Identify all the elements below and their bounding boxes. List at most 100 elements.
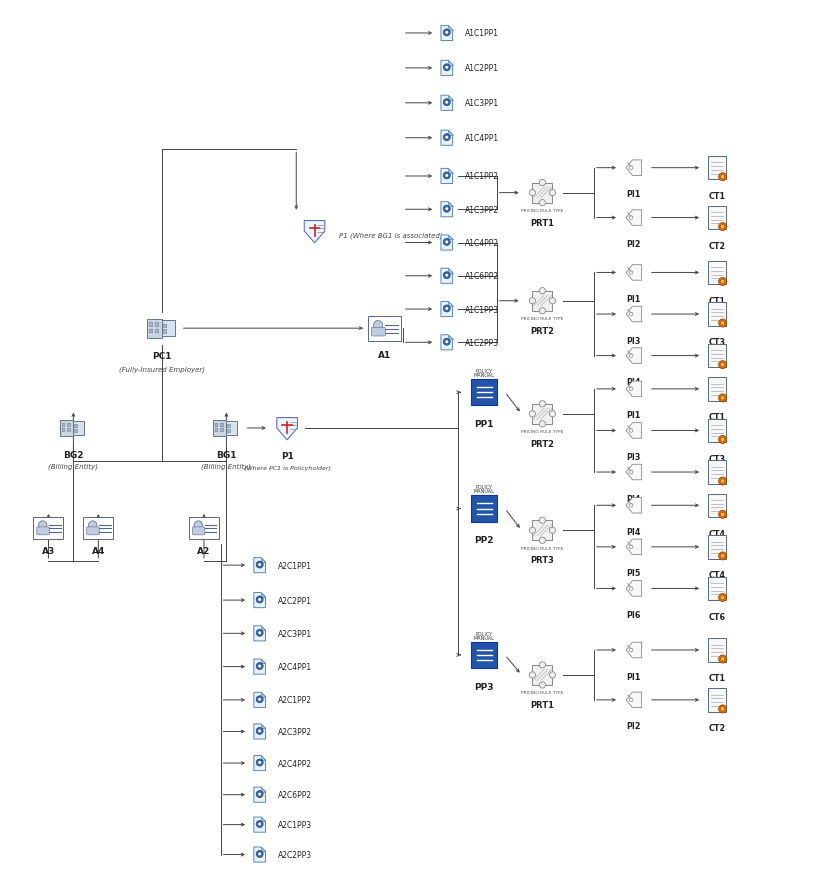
Circle shape — [539, 200, 546, 206]
Text: (Billing Entity): (Billing Entity) — [201, 463, 251, 470]
Text: PI4: PI4 — [626, 494, 641, 503]
Bar — [163, 330, 166, 333]
Polygon shape — [441, 269, 453, 284]
Circle shape — [539, 401, 546, 408]
Circle shape — [719, 656, 726, 664]
Bar — [215, 424, 217, 426]
Circle shape — [258, 598, 261, 602]
Circle shape — [539, 517, 546, 524]
FancyBboxPatch shape — [708, 535, 726, 559]
Text: A3: A3 — [42, 547, 55, 556]
Bar — [215, 429, 217, 431]
Text: CT1: CT1 — [709, 413, 726, 422]
Circle shape — [443, 65, 450, 72]
Polygon shape — [448, 169, 453, 174]
Text: PP2: PP2 — [474, 536, 494, 545]
Circle shape — [38, 521, 47, 530]
Polygon shape — [448, 27, 453, 31]
Circle shape — [539, 288, 546, 294]
Polygon shape — [626, 642, 641, 658]
Circle shape — [256, 696, 263, 703]
Circle shape — [719, 278, 726, 286]
Polygon shape — [254, 756, 265, 771]
Text: A1C6PP2: A1C6PP2 — [465, 272, 499, 281]
Circle shape — [721, 554, 725, 558]
Circle shape — [719, 510, 726, 518]
Polygon shape — [448, 269, 453, 273]
Polygon shape — [626, 540, 641, 555]
Polygon shape — [254, 817, 265, 832]
Bar — [67, 424, 70, 426]
Polygon shape — [254, 558, 265, 573]
Circle shape — [719, 594, 726, 602]
Circle shape — [258, 793, 261, 796]
Circle shape — [719, 174, 726, 182]
Text: CT4: CT4 — [709, 379, 726, 388]
Text: CT1: CT1 — [709, 191, 726, 201]
Bar — [155, 329, 158, 332]
Text: PI1: PI1 — [626, 190, 641, 199]
Text: PI2: PI2 — [626, 240, 641, 249]
Polygon shape — [254, 847, 265, 862]
Circle shape — [721, 280, 725, 284]
Text: P1: P1 — [280, 452, 294, 461]
Text: A2C1PP1: A2C1PP1 — [278, 561, 312, 570]
Text: PRICING RULE TYPE: PRICING RULE TYPE — [521, 209, 563, 213]
Circle shape — [629, 698, 633, 702]
Text: A2C6PP2: A2C6PP2 — [278, 790, 312, 799]
Polygon shape — [626, 424, 641, 439]
Text: A2C1PP2: A2C1PP2 — [278, 696, 312, 704]
FancyBboxPatch shape — [708, 461, 726, 484]
Circle shape — [443, 206, 450, 213]
FancyBboxPatch shape — [161, 321, 175, 337]
Circle shape — [629, 271, 633, 275]
FancyBboxPatch shape — [708, 157, 726, 180]
Polygon shape — [441, 203, 453, 218]
Text: PRT2: PRT2 — [530, 439, 554, 448]
Polygon shape — [261, 626, 265, 631]
FancyBboxPatch shape — [87, 527, 99, 535]
Polygon shape — [254, 659, 265, 674]
Polygon shape — [441, 236, 453, 251]
Polygon shape — [261, 693, 265, 697]
Text: A2C2PP1: A2C2PP1 — [278, 596, 312, 605]
Bar — [74, 430, 77, 432]
Text: MANUAL: MANUAL — [473, 635, 495, 640]
Text: A2C1PP3: A2C1PP3 — [278, 820, 312, 829]
Circle shape — [445, 341, 448, 344]
Circle shape — [445, 32, 448, 35]
Circle shape — [256, 727, 263, 734]
Polygon shape — [626, 160, 641, 176]
Circle shape — [258, 761, 261, 764]
Circle shape — [256, 820, 263, 828]
Polygon shape — [441, 169, 453, 184]
Text: CT1: CT1 — [709, 673, 726, 682]
Text: CT3: CT3 — [709, 338, 726, 347]
Circle shape — [719, 223, 726, 231]
Text: POLICY: POLICY — [476, 369, 493, 374]
Text: (Billing Entity): (Billing Entity) — [48, 463, 98, 470]
Circle shape — [445, 66, 448, 70]
Polygon shape — [448, 61, 453, 66]
Circle shape — [629, 587, 633, 591]
Text: CT2: CT2 — [709, 723, 726, 733]
Text: PI5: PI5 — [626, 569, 641, 578]
Text: POLICY: POLICY — [476, 631, 493, 636]
Text: CT6: CT6 — [709, 612, 726, 621]
Circle shape — [258, 729, 261, 733]
Circle shape — [549, 411, 556, 417]
FancyBboxPatch shape — [708, 639, 726, 662]
Circle shape — [721, 225, 725, 229]
Text: A2C3PP1: A2C3PP1 — [278, 629, 312, 638]
Bar — [163, 324, 166, 328]
Circle shape — [88, 521, 97, 530]
Text: A2C4PP1: A2C4PP1 — [278, 663, 312, 672]
Bar — [149, 329, 152, 332]
FancyBboxPatch shape — [708, 303, 726, 326]
FancyBboxPatch shape — [471, 496, 498, 522]
Polygon shape — [254, 724, 265, 739]
Circle shape — [256, 562, 263, 569]
Text: CT2: CT2 — [709, 242, 726, 251]
Text: PI1: PI1 — [626, 295, 641, 304]
Polygon shape — [254, 626, 265, 641]
